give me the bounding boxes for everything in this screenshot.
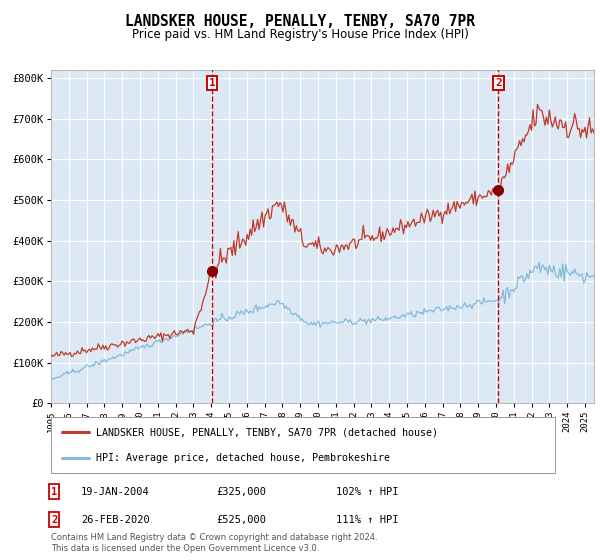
Text: 111% ↑ HPI: 111% ↑ HPI (336, 515, 398, 525)
Text: 1: 1 (51, 487, 57, 497)
Text: HPI: Average price, detached house, Pembrokeshire: HPI: Average price, detached house, Pemb… (97, 453, 391, 463)
Text: 19-JAN-2004: 19-JAN-2004 (81, 487, 150, 497)
Text: 102% ↑ HPI: 102% ↑ HPI (336, 487, 398, 497)
Text: 26-FEB-2020: 26-FEB-2020 (81, 515, 150, 525)
Text: LANDSKER HOUSE, PENALLY, TENBY, SA70 7PR (detached house): LANDSKER HOUSE, PENALLY, TENBY, SA70 7PR… (97, 427, 439, 437)
Text: 1: 1 (209, 78, 215, 88)
Text: Price paid vs. HM Land Registry's House Price Index (HPI): Price paid vs. HM Land Registry's House … (131, 28, 469, 41)
Text: LANDSKER HOUSE, PENALLY, TENBY, SA70 7PR: LANDSKER HOUSE, PENALLY, TENBY, SA70 7PR (125, 14, 475, 29)
Text: £325,000: £325,000 (216, 487, 266, 497)
Text: 2: 2 (51, 515, 57, 525)
Text: This data is licensed under the Open Government Licence v3.0.: This data is licensed under the Open Gov… (51, 544, 319, 553)
Text: 2: 2 (495, 78, 502, 88)
Text: Contains HM Land Registry data © Crown copyright and database right 2024.: Contains HM Land Registry data © Crown c… (51, 533, 377, 542)
Text: £525,000: £525,000 (216, 515, 266, 525)
